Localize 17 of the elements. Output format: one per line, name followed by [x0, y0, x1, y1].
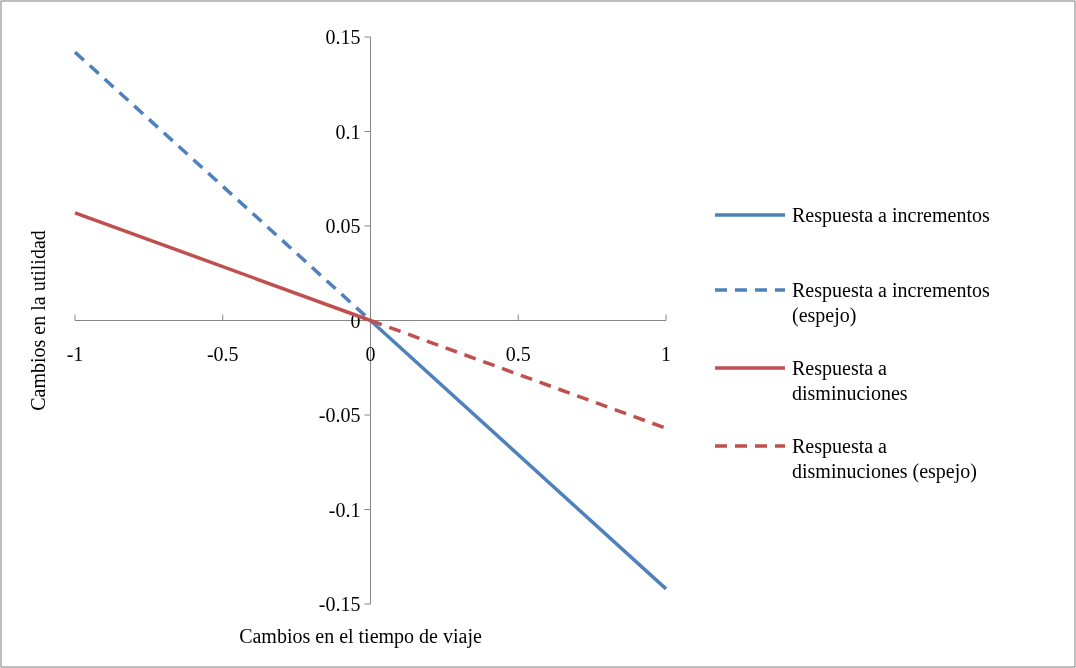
y-tick-label: 0.15	[325, 26, 361, 48]
y-axis-title: Cambios en la utilidad	[27, 230, 49, 411]
y-tick-label: 0.05	[325, 215, 361, 237]
legend-label: Respuesta a disminuciones	[792, 357, 908, 404]
y-tick-label: -0.05	[318, 404, 361, 426]
legend-label: Respuesta a incrementos (espejo)	[792, 279, 990, 327]
x-tick-label: -0.5	[206, 342, 239, 365]
x-tick-label: 0.5	[505, 342, 531, 365]
x-axis-title: Cambios en el tiempo de viaje	[239, 625, 482, 648]
y-tick-label: -0.15	[318, 593, 361, 615]
x-tick-label: -1	[66, 342, 84, 365]
y-tick-label: -0.1	[328, 498, 361, 521]
x-tick-label: 1	[661, 342, 671, 365]
legend-label: Respuesta a disminuciones (espejo)	[792, 435, 977, 483]
legend-label: Respuesta a incrementos	[792, 204, 990, 227]
y-tick-label: 0.1	[335, 120, 361, 143]
x-tick-label: 0	[365, 342, 376, 365]
